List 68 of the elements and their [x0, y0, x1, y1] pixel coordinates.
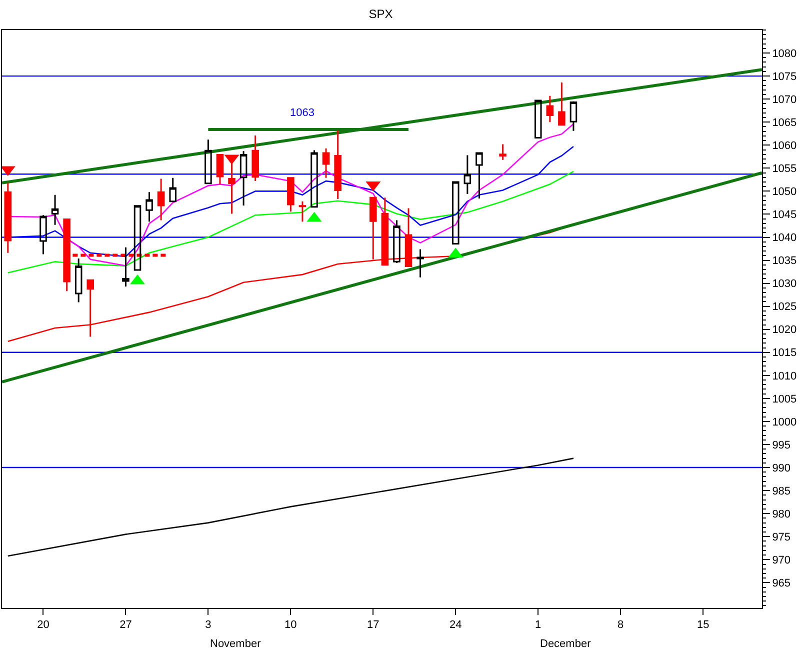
y-tick-label: 1070 [772, 94, 797, 106]
candlestick [476, 152, 483, 200]
text: November [210, 638, 262, 650]
candlestick [452, 181, 460, 244]
x-tick-label: 27 [120, 619, 132, 632]
candlestick [322, 148, 330, 179]
y-tick-label: 980 [772, 508, 791, 520]
candlestick [558, 82, 566, 126]
line-series [7, 170, 574, 274]
x-tick-label: 1 [535, 619, 542, 632]
x-tick-label: 24 [450, 619, 462, 632]
y-tick-label: 1020 [772, 324, 797, 336]
candlestick [4, 182, 12, 254]
candlestick [169, 177, 176, 202]
y-tick-label: 1025 [772, 301, 797, 314]
y-tick-label: 1060 [772, 140, 797, 152]
x-tick-label: 15 [696, 619, 710, 632]
x-tick-label: 3 [205, 619, 212, 632]
y-tick-label: 1075 [772, 70, 797, 83]
candlestick [74, 258, 82, 303]
y-tick-label: 970 [772, 554, 791, 566]
x-tick-label: 8 [618, 619, 624, 632]
y-tick-label: 1010 [772, 370, 797, 382]
candlestick [86, 279, 94, 338]
candlestick [63, 218, 70, 292]
y-tick-label: 1035 [772, 255, 797, 268]
text: December [540, 638, 592, 650]
candlestick [134, 205, 142, 271]
y-tick-label: 1050 [772, 186, 797, 198]
y-tick-label: 1045 [772, 209, 797, 222]
candlestick [464, 154, 472, 195]
y-tick-label: 1030 [772, 278, 797, 290]
y-tick-label: 975 [772, 531, 791, 544]
y-tick-label: 995 [772, 439, 791, 452]
candlestick [499, 143, 506, 161]
candlestick [570, 100, 578, 132]
candlestick [40, 214, 47, 256]
y-tick-label: 1000 [772, 416, 797, 428]
candlestick [310, 149, 318, 208]
line-series [7, 458, 574, 557]
x-tick-label: 17 [367, 619, 380, 632]
y-tick-label: 985 [772, 485, 791, 498]
y-tick-label: 1015 [772, 347, 797, 360]
candlestick [416, 248, 424, 278]
candlestick [51, 194, 59, 226]
candlestick [204, 138, 212, 184]
y-tick-label: 1040 [772, 232, 797, 244]
candlestick [122, 246, 130, 288]
annotation: 1063 [290, 107, 314, 119]
candlestick [287, 177, 294, 212]
candlestick [546, 95, 554, 123]
candlestick [252, 134, 259, 182]
y-tick-label: 1005 [772, 393, 797, 406]
chart-title: SPX [368, 7, 393, 22]
candlestick [240, 150, 248, 206]
candlestick [334, 130, 342, 200]
candlestick [393, 219, 400, 264]
y-tick-label: 1055 [772, 163, 797, 176]
y-tick-label: 965 [772, 578, 791, 590]
candlestick [157, 178, 165, 221]
y-tick-label: 990 [772, 462, 791, 474]
x-tick-label: 10 [284, 619, 297, 632]
candlestick [146, 191, 153, 222]
y-tick-label: 1080 [772, 48, 797, 60]
x-tick-label: 20 [37, 619, 50, 632]
y-tick-label: 1065 [772, 116, 797, 129]
candlestick [298, 200, 306, 222]
candlestick [534, 100, 542, 139]
